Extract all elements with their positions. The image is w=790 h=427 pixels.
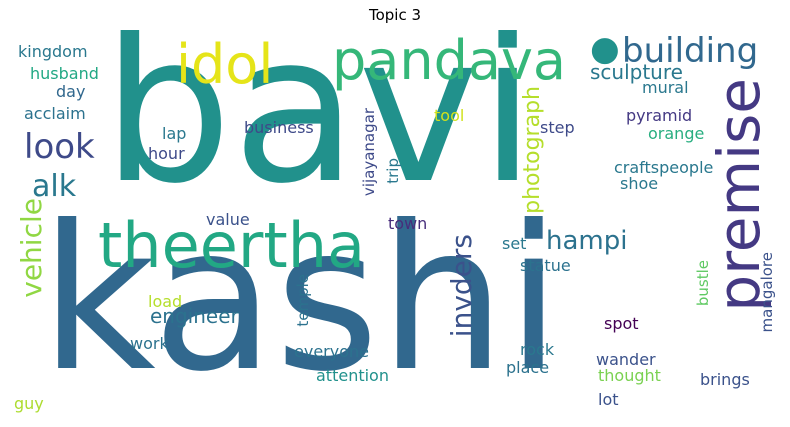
word-sculpture: sculpture [590, 60, 683, 84]
word-bustle: bustle [694, 260, 712, 307]
word-load: load [148, 292, 183, 311]
word-bavi: bavi [102, 30, 537, 229]
word-theertha: theertha [98, 209, 365, 282]
word-hour: hour [148, 144, 185, 163]
word-statue: statue [520, 256, 571, 275]
word-vehicle: vehicle [15, 198, 48, 298]
word-alk: alk [32, 169, 77, 204]
word-craftspeople: craftspeople [614, 158, 714, 177]
word-place: place [506, 358, 550, 377]
word-brings: brings [700, 370, 750, 389]
word-idol: idol [176, 33, 274, 96]
word-mural: mural [642, 78, 689, 97]
word-vijayanagar: vijayanagar [360, 108, 378, 197]
word-dot: ● [590, 30, 620, 69]
word-pyramid: pyramid [626, 106, 693, 125]
word-mangalore: mangalore [758, 252, 776, 333]
word-work: work [130, 334, 169, 353]
word-temple: temple [294, 274, 312, 327]
word-cloud: bavi kashi theertha pandava idol premise… [10, 30, 780, 422]
word-look: look [24, 127, 95, 167]
word-lot: lot [598, 390, 619, 409]
word-lap: lap [162, 124, 187, 143]
word-step: step [540, 118, 575, 137]
word-day: day [56, 82, 86, 101]
word-tool: tool [434, 106, 465, 125]
word-thought: thought [598, 366, 661, 385]
word-kashi: kashi [40, 183, 562, 416]
word-wander: wander [596, 350, 656, 369]
word-shoe: shoe [620, 174, 659, 193]
word-business: business [244, 118, 314, 137]
word-husband: husband [30, 64, 99, 83]
word-everyone: everyone [294, 342, 369, 361]
word-invders: invders [445, 234, 478, 338]
word-hampi: hampi [546, 226, 628, 256]
word-trip: trip [384, 158, 402, 184]
word-attention: attention [316, 366, 389, 385]
word-engineer: engineer [150, 304, 239, 328]
word-photograph: photograph [520, 86, 545, 214]
word-building: building [622, 31, 759, 71]
chart-title: Topic 3 [368, 6, 422, 24]
word-acclaim: acclaim [24, 104, 86, 123]
word-pandava: pandava [332, 30, 567, 92]
word-kingdom: kingdom [18, 42, 88, 61]
word-value: value [206, 210, 250, 229]
word-rock: rock [520, 340, 555, 359]
word-set: set [502, 234, 527, 253]
word-orange: orange [648, 124, 705, 143]
word-town: town [388, 214, 428, 233]
word-guy: guy [14, 394, 44, 413]
word-spot: spot [604, 314, 639, 333]
